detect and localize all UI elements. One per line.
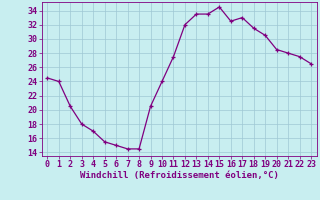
X-axis label: Windchill (Refroidissement éolien,°C): Windchill (Refroidissement éolien,°C) bbox=[80, 171, 279, 180]
